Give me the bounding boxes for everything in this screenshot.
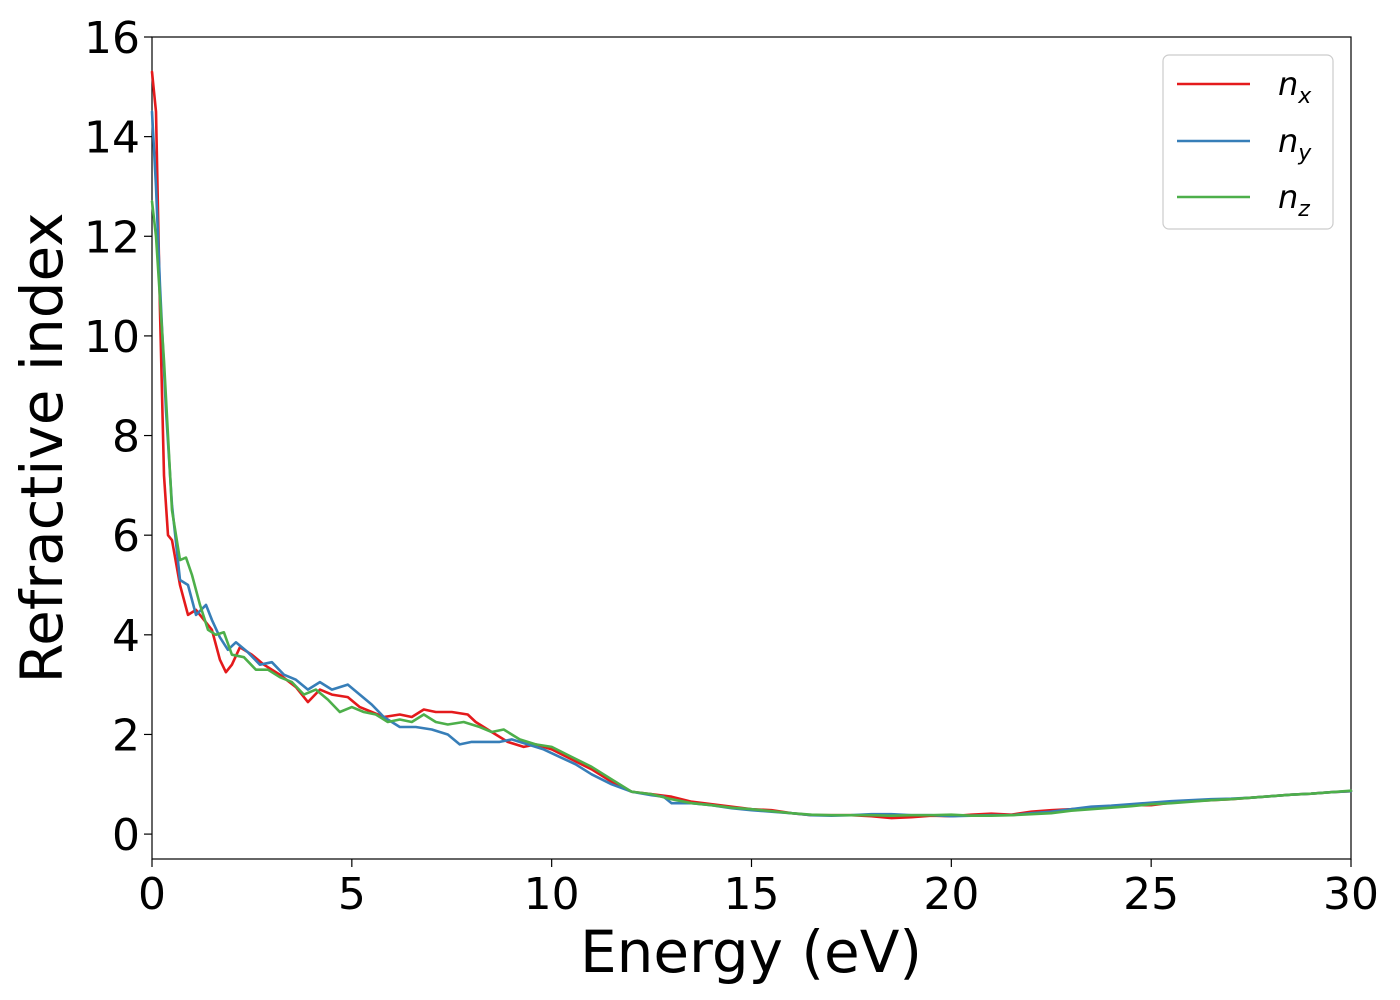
- y-axis-ticks: 0 2 4 6 8 10 12 14 16: [84, 13, 152, 861]
- y-axis-label: Refractive index: [8, 212, 76, 683]
- series-line-y: [150, 110, 1353, 818]
- y-tick-label: 0: [112, 810, 140, 861]
- x-axis-ticks: 0 5 10 15 20 25 30: [138, 859, 1379, 920]
- x-tick-label: 15: [724, 869, 780, 920]
- legend-label-subscript: z: [1297, 197, 1310, 222]
- legend-label-base: n: [1278, 122, 1298, 160]
- series-line-z: [150, 200, 1353, 817]
- x-tick-label: 30: [1323, 869, 1379, 920]
- y-tick-label: 10: [84, 312, 140, 363]
- x-axis-label: Energy (eV): [580, 918, 922, 986]
- legend-label-x: nx: [1278, 65, 1312, 109]
- legend-label-base: n: [1278, 178, 1298, 216]
- x-tick-label: 10: [524, 869, 580, 920]
- legend-label-y: ny: [1278, 122, 1312, 166]
- legend-label-base: n: [1278, 65, 1298, 103]
- series-layer: [150, 70, 1353, 820]
- y-tick-label: 12: [84, 212, 140, 263]
- y-tick-label: 8: [112, 412, 140, 463]
- x-tick-label: 25: [1123, 869, 1179, 920]
- legend-label-z: nz: [1278, 178, 1310, 222]
- y-tick-label: 16: [84, 13, 140, 64]
- y-tick-label: 14: [84, 113, 140, 164]
- legend-label-subscript: y: [1297, 141, 1312, 166]
- y-tick-label: 4: [112, 611, 140, 662]
- legend-label-subscript: x: [1297, 84, 1312, 109]
- y-tick-label: 6: [112, 511, 140, 562]
- y-tick-label: 2: [112, 710, 140, 761]
- x-tick-label: 20: [923, 869, 979, 920]
- x-tick-label: 5: [338, 869, 366, 920]
- x-tick-label: 0: [138, 869, 166, 920]
